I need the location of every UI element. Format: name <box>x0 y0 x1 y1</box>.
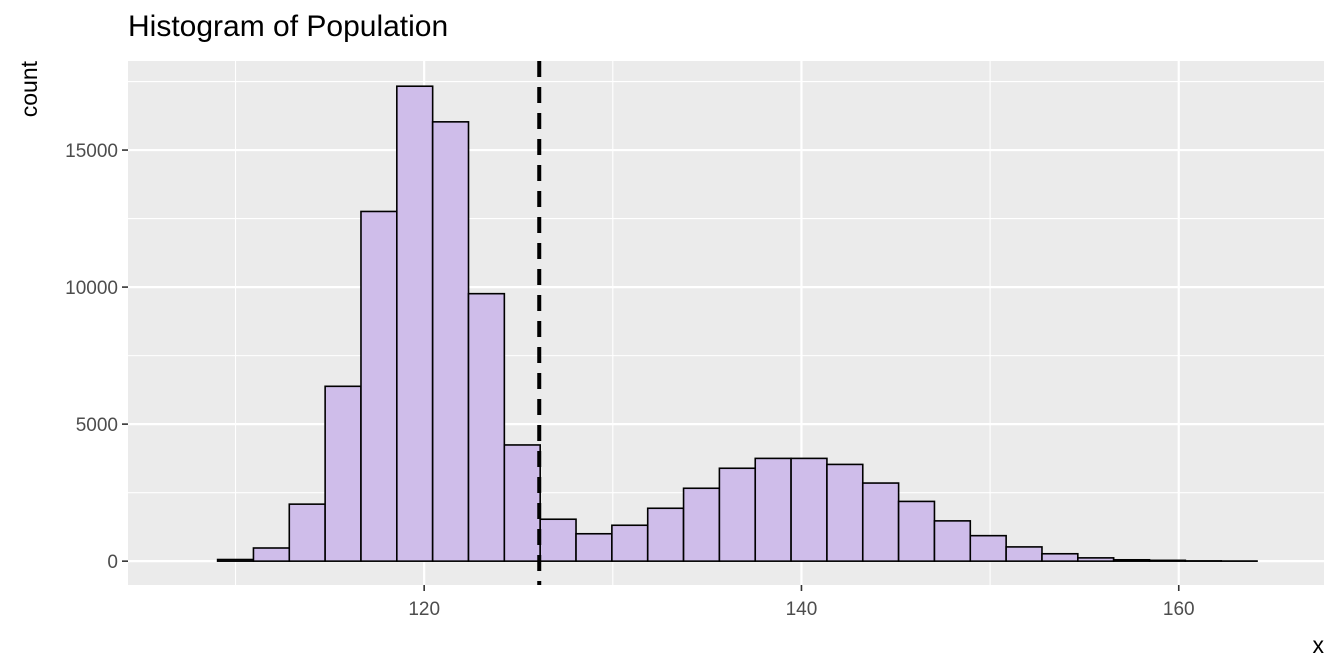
x-tick-label: 160 <box>1163 599 1195 620</box>
histogram-bar <box>575 532 613 562</box>
histogram-bar <box>1005 546 1043 562</box>
histogram-bar <box>360 210 398 562</box>
histogram-bar <box>539 518 577 562</box>
histogram-bar <box>861 482 900 562</box>
histogram-bar <box>1077 557 1115 562</box>
histogram-bar <box>897 500 936 562</box>
histogram-bar <box>682 487 721 562</box>
histogram-bar <box>467 292 506 562</box>
y-tick-label: 15000 <box>65 141 118 162</box>
histogram-bar <box>431 121 470 562</box>
histogram-bar <box>933 520 972 562</box>
histogram-bar <box>1041 552 1079 562</box>
chart-title: Histogram of Population <box>128 10 449 43</box>
x-tick-label: 140 <box>786 599 818 620</box>
y-axis-label: count <box>16 60 42 117</box>
histogram-bar <box>969 534 1007 562</box>
histogram-bar <box>646 507 685 562</box>
histogram-bar <box>790 457 828 562</box>
histogram-bar <box>754 457 792 562</box>
histogram-bar <box>216 558 255 562</box>
histogram-bar <box>718 467 757 562</box>
histogram-bar <box>503 444 541 562</box>
axes: 120 140 160 0 5000 10000 15000 <box>65 141 1194 620</box>
histogram-bar <box>826 463 864 562</box>
histogram-bar <box>1148 559 1187 562</box>
x-axis-label: x <box>1313 632 1325 658</box>
histogram-bar <box>288 503 326 562</box>
y-tick-label: 5000 <box>76 415 118 436</box>
histogram-bar <box>1112 558 1151 562</box>
histogram-bar <box>252 547 291 562</box>
y-tick-label: 10000 <box>65 278 118 299</box>
histogram-bar <box>396 85 434 562</box>
histogram-bar <box>611 524 649 562</box>
x-tick-label: 120 <box>408 599 440 620</box>
y-tick-label: 0 <box>107 552 118 573</box>
histogram-bars <box>216 85 1258 562</box>
histogram-bar <box>324 385 362 562</box>
